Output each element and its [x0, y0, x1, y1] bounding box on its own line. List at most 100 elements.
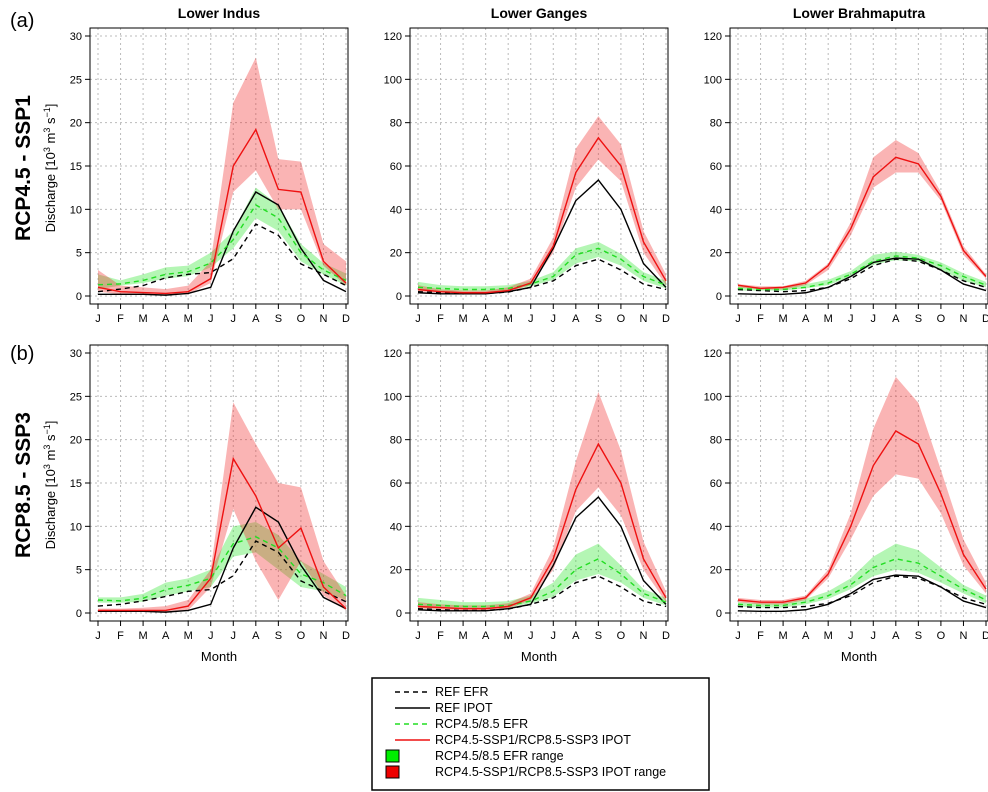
x-tick-label: J	[848, 313, 854, 325]
plot-frame	[729, 27, 988, 305]
y-tick-label: 20	[710, 248, 722, 260]
ylabel-prefix: Discharge [10	[43, 152, 58, 232]
efr-range-band	[418, 543, 666, 609]
series-future-ipot	[737, 156, 987, 290]
x-tick-label: J	[95, 313, 101, 325]
x-tick-label: J	[735, 630, 741, 642]
grid	[410, 345, 668, 621]
row-tag-a: (a)	[10, 10, 34, 32]
x-tick-label: J	[848, 630, 854, 642]
x-tick-label: O	[937, 313, 946, 325]
y-tick-label: 5	[76, 248, 82, 260]
series-ref-efr	[417, 575, 667, 612]
x-tick-label: F	[437, 630, 444, 642]
panel-title: Lower Ganges	[491, 5, 588, 21]
y-tick-label: 10	[70, 204, 82, 216]
x-tick-label: O	[297, 630, 306, 642]
ipot-range-band	[738, 376, 986, 605]
y-tick-label: 100	[384, 391, 402, 403]
y-tick-label: 30	[70, 348, 82, 360]
x-tick-label: D	[342, 313, 350, 325]
y-tick-label: 80	[390, 118, 402, 130]
y-axis-label-row2: Discharge [103 m3 s−1]	[42, 421, 58, 550]
y-tick-label: 40	[710, 204, 722, 216]
series-ref-efr	[417, 258, 667, 295]
x-tick-label: A	[252, 313, 260, 325]
series-future-ipot	[737, 430, 987, 603]
x-tick-label: M	[139, 313, 148, 325]
x-tick-label: A	[252, 630, 260, 642]
series-ref-ipot	[98, 506, 347, 613]
legend-item: RCP4.5/8.5 EFR range	[385, 749, 564, 763]
x-tick-label: J	[551, 313, 557, 325]
x-tick-label: J	[528, 630, 534, 642]
legend: REF EFR REF IPOT RCP4.5/8.5 EFR RCP4.5-SSP1…	[371, 677, 710, 791]
ylabel-suffix: ]	[43, 104, 58, 108]
y-tick-label: 80	[390, 435, 402, 447]
y-tick-label: 100	[384, 74, 402, 86]
grid	[410, 28, 668, 304]
series-future-ipot	[98, 456, 347, 612]
x-tick-label: D	[982, 630, 988, 642]
series-future-efr	[417, 558, 667, 608]
legend-swatch-box	[385, 765, 400, 779]
legend-swatch-box	[385, 749, 400, 763]
grid	[730, 345, 988, 621]
x-tick-label: J	[208, 313, 214, 325]
grid	[90, 345, 348, 621]
x-tick-label: J	[735, 313, 741, 325]
y-tick-label: 15	[70, 478, 82, 490]
ipot-range-band	[98, 57, 346, 296]
y-tick-label: 100	[704, 74, 722, 86]
y-tick-label: 60	[390, 161, 402, 173]
legend-label: RCP4.5/8.5 EFR	[435, 717, 528, 731]
x-tick-label: O	[937, 630, 946, 642]
legend-item: REF IPOT	[395, 701, 493, 715]
x-tick-label: M	[139, 630, 148, 642]
x-tick-label: M	[779, 313, 788, 325]
x-tick-label: A	[572, 313, 580, 325]
ylabel-mid-2: s	[43, 117, 58, 128]
x-axis-label: Month	[521, 649, 557, 664]
series-future-ipot	[417, 136, 667, 294]
series-ref-ipot	[737, 257, 987, 295]
x-tick-label: J	[871, 313, 877, 325]
efr-range-band	[418, 241, 666, 292]
series-future-efr	[97, 535, 347, 602]
x-tick-label: D	[662, 313, 670, 325]
y-tick-label: 0	[76, 291, 82, 303]
x-tick-label: S	[915, 630, 922, 642]
x-tick-label: S	[595, 630, 602, 642]
x-tick-label: M	[184, 313, 193, 325]
x-tick-label: M	[184, 630, 193, 642]
legend-item: RCP4.5-SSP1/RCP8.5-SSP3 IPOT range	[385, 765, 666, 779]
x-tick-label: J	[231, 313, 237, 325]
panel-1-1: 0 20 40 60 80 100 120 J F M A M J J A S O N D Month	[384, 344, 670, 664]
x-tick-label: S	[275, 630, 282, 642]
x-tick-label: M	[504, 630, 513, 642]
y-tick-label: 5	[76, 565, 82, 577]
x-tick-label: J	[208, 630, 214, 642]
legend-item: RCP4.5/8.5 EFR	[395, 717, 528, 731]
ylabel-prefix: Discharge [10	[43, 469, 58, 549]
ipot-range-band	[418, 116, 666, 294]
y-tick-label: 20	[390, 248, 402, 260]
ylabel-sup-2: 3	[42, 445, 52, 450]
ipot-range-band	[418, 392, 666, 611]
series-ref-efr	[737, 258, 987, 293]
y-tick-label: 120	[384, 31, 402, 43]
y-tick-label: 60	[390, 478, 402, 490]
x-tick-label: D	[982, 313, 988, 325]
x-tick-label: O	[617, 630, 626, 642]
x-tick-label: N	[319, 630, 327, 642]
x-tick-label: J	[871, 630, 877, 642]
x-tick-label: N	[959, 630, 967, 642]
x-tick-label: J	[415, 630, 421, 642]
x-tick-label: O	[617, 313, 626, 325]
x-axis-label: Month	[201, 649, 237, 664]
x-tick-label: J	[231, 630, 237, 642]
grid	[730, 28, 988, 304]
y-tick-label: 20	[390, 565, 402, 577]
legend-label: RCP4.5/8.5 EFR range	[435, 749, 564, 763]
